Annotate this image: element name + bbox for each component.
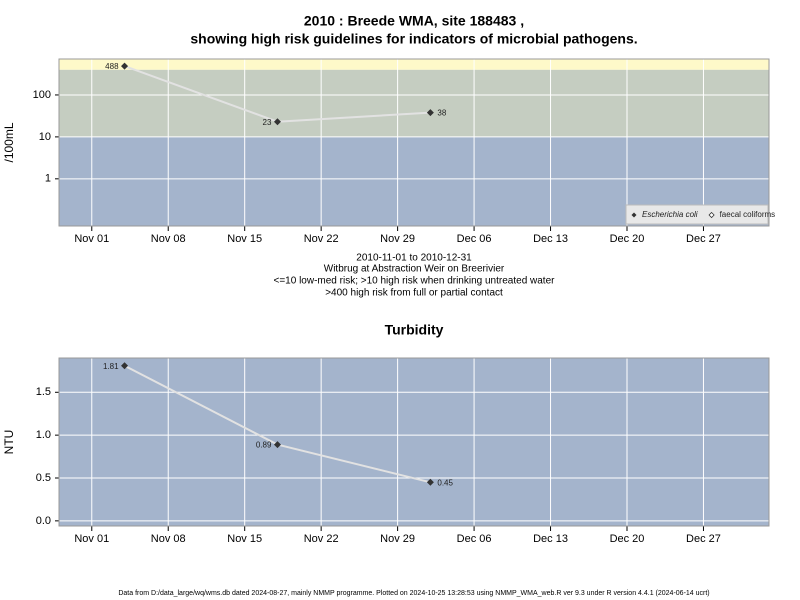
x-tick-label: Dec 20	[610, 233, 645, 245]
x-tick-label: Nov 01	[74, 533, 109, 545]
x-tick-label: Nov 08	[151, 533, 186, 545]
risk-band	[59, 69, 769, 137]
chart-title: showing high risk guidelines for indicat…	[190, 31, 637, 47]
x-tick-label: Dec 06	[457, 533, 492, 545]
x-tick-label: Nov 29	[380, 533, 415, 545]
data-point	[426, 109, 434, 117]
legend-label: Escherichia coli	[642, 210, 698, 219]
data-label: 23	[263, 118, 272, 127]
data-label: 1.81	[103, 362, 119, 371]
chart-title: 2010 : Breede WMA, site 188483 ,	[304, 13, 524, 29]
footer: Data from D:/data_large/wq/wms.db dated …	[118, 590, 709, 597]
legend-marker	[708, 211, 715, 219]
y-tick-label: 0.0	[36, 515, 51, 527]
data-label: 38	[437, 109, 446, 118]
data-point	[273, 441, 281, 449]
y-axis-label: /100mL	[2, 122, 16, 162]
y-tick-label: 100	[33, 89, 51, 101]
y-tick-label: 1.0	[36, 429, 51, 441]
x-tick-label: Nov 15	[227, 233, 262, 245]
x-tick-label: Nov 22	[304, 533, 339, 545]
legend-label: faecal coliforms	[720, 210, 776, 219]
y-axis-label: NTU	[2, 430, 16, 455]
y-tick-label: 10	[39, 131, 51, 143]
risk-band	[59, 59, 769, 70]
annotation: 2010-11-01 to 2010-12-31	[356, 253, 472, 264]
y-tick-label: 1.5	[36, 386, 51, 398]
legend-marker	[631, 212, 637, 218]
data-label: 488	[105, 62, 119, 71]
data-label: 0.45	[437, 478, 453, 487]
x-tick-label: Nov 08	[151, 233, 186, 245]
annotation: Witbrug at Abstraction Weir on Breerivie…	[324, 264, 505, 275]
x-tick-label: Nov 22	[304, 233, 339, 245]
x-tick-label: Dec 06	[457, 233, 492, 245]
y-tick-label: 0.5	[36, 472, 51, 484]
data-point	[426, 478, 434, 486]
data-point	[121, 362, 129, 370]
legend-box	[625, 204, 769, 225]
x-tick-label: Nov 01	[74, 233, 109, 245]
plot-background	[59, 358, 769, 526]
x-tick-label: Dec 13	[533, 233, 568, 245]
x-tick-label: Nov 15	[227, 533, 262, 545]
plot-frame	[58, 357, 770, 527]
plot-frame	[58, 58, 770, 227]
chart-title: Turbidity	[385, 322, 444, 338]
data-label: 0.89	[256, 441, 272, 450]
x-tick-label: Nov 29	[380, 233, 415, 245]
y-tick-label: 1	[45, 173, 51, 185]
x-tick-label: Dec 27	[686, 233, 721, 245]
x-tick-label: Dec 20	[610, 533, 645, 545]
data-point	[273, 118, 281, 126]
data-point	[121, 62, 129, 70]
x-tick-label: Dec 13	[533, 533, 568, 545]
annotation: >400 high risk from full or partial cont…	[325, 288, 503, 299]
legend: Escherichia coli faecal coliforms	[625, 204, 776, 225]
annotation: <=10 low-med risk; >10 high risk when dr…	[274, 276, 556, 287]
x-tick-label: Dec 27	[686, 533, 721, 545]
